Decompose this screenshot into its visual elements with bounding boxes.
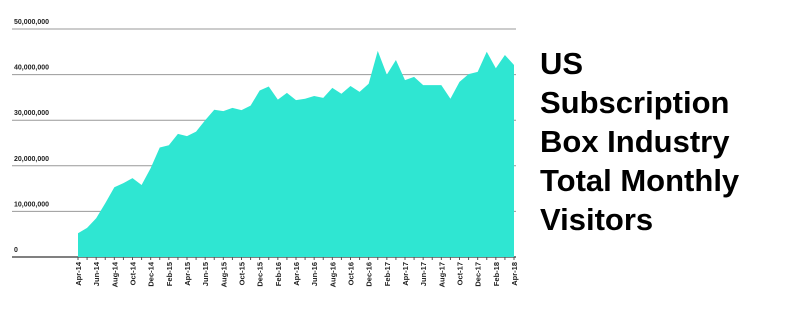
chart-title: US Subscription Box Industry Total Month… (540, 46, 740, 237)
y-tick-label: 50,000,000 (14, 19, 49, 26)
x-tick-label: Dec-14 (147, 261, 156, 286)
x-tick-label: Feb-17 (383, 262, 392, 286)
x-tick-label: Aug-15 (219, 262, 228, 287)
x-tick-label: Dec-15 (256, 262, 265, 287)
y-tick-label: 20,000,000 (14, 156, 49, 163)
x-tick-label: Oct-14 (129, 261, 138, 285)
x-tick-label: Oct-15 (238, 262, 247, 285)
x-tick-label: Aug-14 (110, 261, 119, 287)
area (78, 50, 514, 257)
x-tick-label: Jun-17 (419, 262, 428, 286)
x-tick-label: Apr-17 (401, 262, 410, 286)
y-tick-label: 40,000,000 (14, 65, 49, 72)
x-tick-label: Feb-18 (492, 262, 501, 286)
x-tick-label: Aug-17 (437, 262, 446, 287)
x-tick-label: Apr-18 (510, 262, 519, 286)
x-tick-label: Dec-16 (365, 262, 374, 287)
x-tick-label: Apr-15 (183, 262, 192, 286)
y-tick-label: 10,000,000 (14, 201, 49, 208)
x-tick-label: Feb-15 (165, 262, 174, 286)
x-tick-label: Aug-16 (328, 262, 337, 287)
chart: 0 10,000,000 20,000,000 30,000,000 40,000,00… (12, 19, 519, 287)
y-tick-label: 0 (14, 247, 18, 254)
x-tick-label: Jun-15 (201, 262, 210, 286)
x-tick-label: Apr-14 (74, 261, 83, 286)
x-tick-label: Oct-17 (456, 262, 465, 285)
x-tick-label: Dec-17 (474, 262, 483, 287)
x-tick-label: Jun-14 (92, 261, 101, 286)
x-tick-label: Apr-16 (292, 262, 301, 286)
y-tick-label: 30,000,000 (14, 110, 49, 117)
x-tick-label: Oct-16 (347, 262, 356, 285)
x-tick-label: Jun-16 (310, 262, 319, 286)
x-tick-label: Feb-16 (274, 262, 283, 286)
